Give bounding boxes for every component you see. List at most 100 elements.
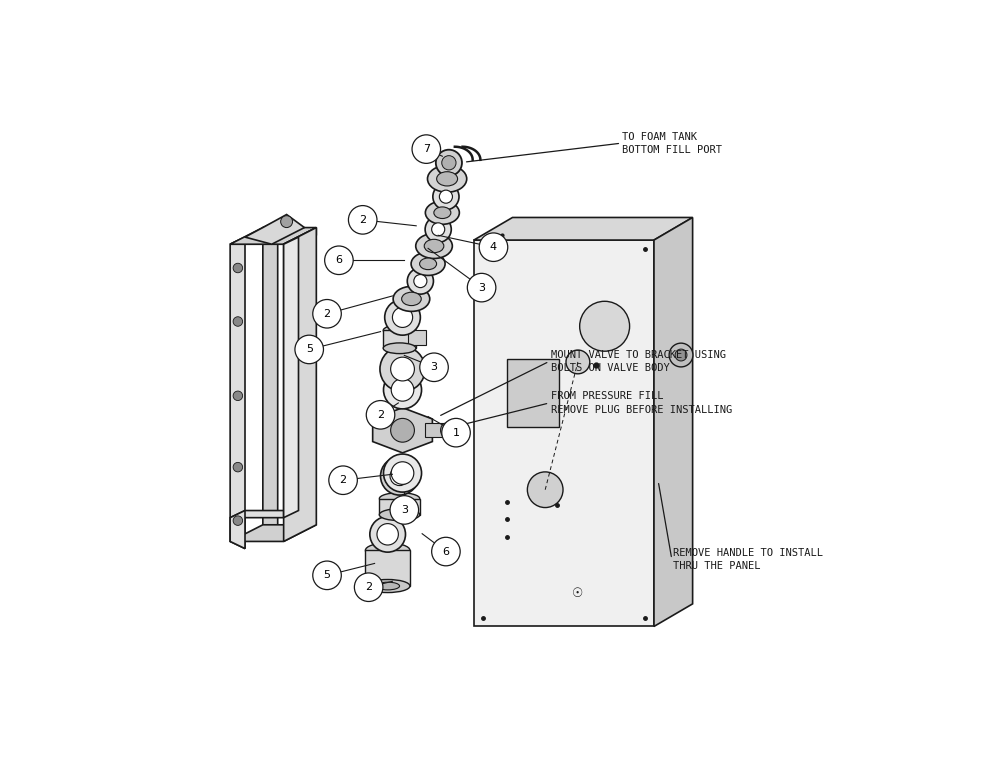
Circle shape bbox=[313, 561, 341, 590]
Circle shape bbox=[377, 523, 398, 545]
Circle shape bbox=[425, 216, 451, 242]
Circle shape bbox=[442, 156, 456, 170]
Text: 2: 2 bbox=[340, 476, 347, 486]
Circle shape bbox=[391, 378, 414, 401]
Ellipse shape bbox=[365, 580, 410, 593]
Text: 2: 2 bbox=[359, 215, 366, 225]
Circle shape bbox=[432, 223, 445, 236]
Bar bbox=[425, 423, 446, 438]
Circle shape bbox=[390, 466, 409, 486]
Text: 5: 5 bbox=[324, 571, 331, 581]
Ellipse shape bbox=[379, 493, 420, 505]
Bar bbox=[383, 330, 416, 348]
Circle shape bbox=[233, 263, 243, 273]
Text: 5: 5 bbox=[306, 344, 313, 354]
Circle shape bbox=[392, 307, 413, 327]
Circle shape bbox=[233, 516, 243, 526]
Circle shape bbox=[313, 300, 341, 328]
Circle shape bbox=[366, 401, 395, 429]
Ellipse shape bbox=[379, 509, 420, 520]
Polygon shape bbox=[284, 228, 316, 541]
Ellipse shape bbox=[365, 543, 410, 558]
Circle shape bbox=[407, 268, 433, 294]
Ellipse shape bbox=[424, 239, 444, 252]
Text: 3: 3 bbox=[478, 283, 485, 293]
Polygon shape bbox=[284, 237, 299, 518]
Text: 3: 3 bbox=[431, 362, 438, 372]
Ellipse shape bbox=[437, 171, 458, 186]
Circle shape bbox=[233, 317, 243, 327]
Circle shape bbox=[527, 472, 563, 507]
Circle shape bbox=[412, 135, 441, 164]
Circle shape bbox=[384, 454, 422, 492]
Circle shape bbox=[381, 457, 419, 495]
Circle shape bbox=[439, 190, 452, 203]
Bar bbox=[365, 550, 410, 586]
Ellipse shape bbox=[427, 165, 467, 192]
Text: 6: 6 bbox=[442, 547, 449, 557]
Text: TO FOAM TANK
BOTTOM FILL PORT: TO FOAM TANK BOTTOM FILL PORT bbox=[622, 131, 722, 154]
Circle shape bbox=[233, 391, 243, 401]
Ellipse shape bbox=[425, 201, 459, 225]
Bar bbox=[507, 359, 559, 428]
Ellipse shape bbox=[420, 258, 437, 269]
Ellipse shape bbox=[411, 252, 445, 276]
Text: REMOVE HANDLE TO INSTALL
THRU THE PANEL: REMOVE HANDLE TO INSTALL THRU THE PANEL bbox=[673, 547, 823, 571]
Circle shape bbox=[580, 301, 630, 351]
Text: 2: 2 bbox=[377, 410, 384, 420]
Circle shape bbox=[479, 233, 508, 262]
Polygon shape bbox=[263, 221, 278, 532]
Circle shape bbox=[391, 357, 414, 381]
Text: FROM PRESSURE FILL
REMOVE PLUG BEFORE INSTALLING: FROM PRESSURE FILL REMOVE PLUG BEFORE IN… bbox=[551, 391, 732, 415]
Text: 2: 2 bbox=[323, 309, 331, 319]
Ellipse shape bbox=[383, 325, 416, 336]
Circle shape bbox=[669, 343, 693, 367]
Circle shape bbox=[354, 573, 383, 601]
Circle shape bbox=[675, 349, 687, 361]
Ellipse shape bbox=[376, 582, 400, 590]
Polygon shape bbox=[474, 240, 654, 626]
Circle shape bbox=[442, 418, 470, 447]
Ellipse shape bbox=[393, 286, 430, 311]
Text: 7: 7 bbox=[423, 144, 430, 154]
Polygon shape bbox=[230, 237, 299, 244]
Ellipse shape bbox=[441, 423, 451, 438]
Polygon shape bbox=[230, 228, 316, 244]
Text: 4: 4 bbox=[490, 242, 497, 252]
Text: MOUNT VALVE TO BRACKET USING
BOLTS ON VALVE BODY: MOUNT VALVE TO BRACKET USING BOLTS ON VA… bbox=[551, 350, 726, 373]
Polygon shape bbox=[474, 218, 693, 240]
Circle shape bbox=[391, 462, 414, 484]
Circle shape bbox=[233, 462, 243, 472]
Bar bbox=[379, 499, 420, 515]
Ellipse shape bbox=[434, 207, 451, 218]
Circle shape bbox=[436, 150, 462, 176]
Text: 1: 1 bbox=[453, 428, 460, 438]
Polygon shape bbox=[230, 237, 245, 549]
Circle shape bbox=[420, 353, 448, 381]
Circle shape bbox=[348, 205, 377, 234]
Polygon shape bbox=[373, 408, 432, 453]
Circle shape bbox=[329, 466, 357, 495]
Circle shape bbox=[325, 246, 353, 275]
Circle shape bbox=[385, 300, 420, 335]
Circle shape bbox=[433, 184, 459, 210]
Circle shape bbox=[414, 275, 427, 288]
Text: 6: 6 bbox=[335, 256, 342, 266]
Polygon shape bbox=[230, 525, 316, 541]
Circle shape bbox=[391, 418, 414, 442]
Ellipse shape bbox=[416, 233, 452, 259]
Polygon shape bbox=[654, 218, 693, 626]
Circle shape bbox=[432, 537, 460, 566]
Ellipse shape bbox=[402, 293, 421, 306]
Text: ☉: ☉ bbox=[572, 587, 584, 601]
Circle shape bbox=[281, 215, 293, 228]
Text: 2: 2 bbox=[365, 582, 372, 592]
Polygon shape bbox=[284, 228, 316, 244]
Circle shape bbox=[380, 347, 425, 391]
Ellipse shape bbox=[383, 343, 416, 354]
Polygon shape bbox=[230, 510, 245, 549]
Circle shape bbox=[295, 335, 323, 364]
Circle shape bbox=[384, 371, 422, 409]
Bar bbox=[408, 330, 426, 345]
Polygon shape bbox=[245, 215, 304, 244]
